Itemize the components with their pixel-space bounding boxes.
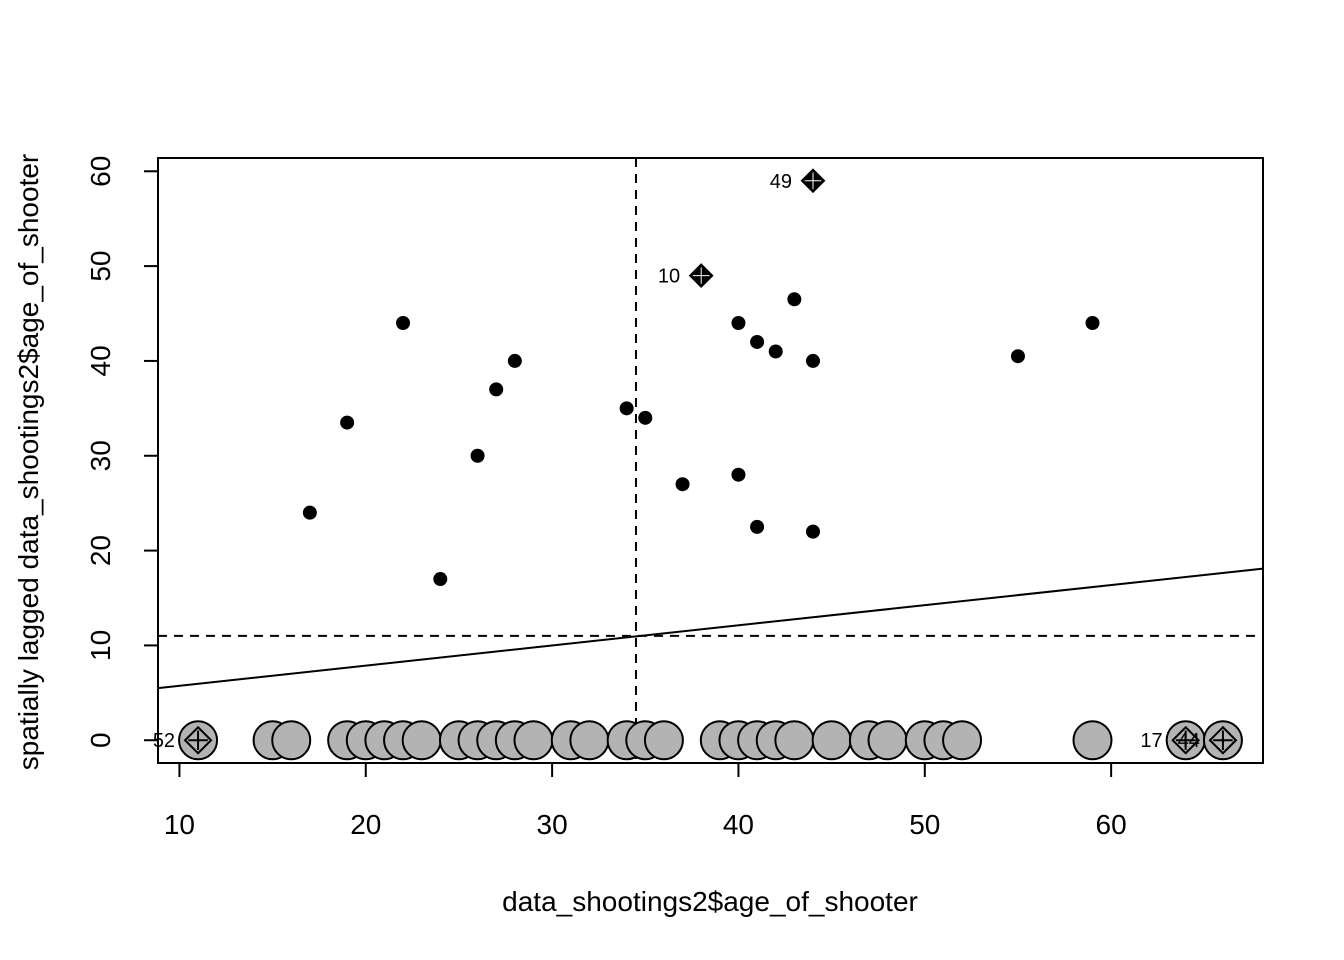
gray-point	[401, 720, 442, 761]
influence-point-label: 49	[770, 171, 792, 193]
x-tick-label: 50	[909, 809, 940, 840]
y-tick-label: 0	[85, 732, 116, 748]
y-tick-label: 50	[85, 251, 116, 282]
gray-point	[867, 720, 908, 761]
black-point	[507, 353, 522, 368]
black-point	[340, 415, 355, 430]
x-tick-label: 40	[723, 809, 754, 840]
black-point	[489, 382, 504, 397]
black-point	[302, 505, 317, 520]
black-point	[731, 316, 746, 330]
y-axis: 0 10 20 30 40 50 60	[85, 156, 159, 748]
gray-point	[811, 720, 852, 761]
black-points	[302, 292, 1100, 587]
black-point	[731, 467, 746, 482]
black-point	[768, 344, 783, 359]
y-tick-label: 40	[85, 345, 116, 376]
gray-point	[271, 720, 312, 761]
y-tick-label: 10	[85, 630, 116, 661]
black-point	[750, 519, 765, 534]
y-axis-label: spatially lagged data_shootings2$age_of_…	[13, 154, 44, 770]
black-point	[787, 292, 802, 307]
gray-point	[643, 720, 684, 761]
influence-point-label: 10	[658, 266, 680, 288]
black-point	[433, 572, 448, 587]
y-tick-label: 20	[85, 535, 116, 566]
x-tick-label: 20	[350, 809, 381, 840]
y-tick-label: 30	[85, 440, 116, 471]
influence-point-label: 17	[1140, 730, 1162, 752]
influence-diamond	[183, 725, 213, 755]
x-axis: 10 20 30 40 50 60	[164, 762, 1127, 840]
black-point	[675, 477, 690, 492]
black-point	[1010, 349, 1025, 364]
influence-diamond	[1171, 725, 1201, 755]
x-axis-label: data_shootings2$age_of_shooter	[502, 886, 918, 917]
gray-point	[942, 720, 983, 761]
zero-lag-points	[178, 720, 1243, 761]
reference-lines	[157, 158, 1264, 763]
influence-diamond	[1208, 725, 1238, 755]
regression-line	[157, 567, 1264, 690]
gray-point	[569, 720, 610, 761]
influence-point-label: 44	[1178, 730, 1200, 752]
black-point	[750, 334, 765, 349]
black-point	[805, 353, 820, 368]
black-point	[396, 316, 411, 330]
black-point	[1085, 316, 1100, 330]
y-tick-label: 60	[85, 156, 116, 187]
x-tick-label: 10	[164, 809, 195, 840]
black-point	[638, 410, 653, 425]
x-tick-label: 30	[537, 809, 568, 840]
black-point	[619, 401, 634, 416]
x-tick-label: 60	[1096, 809, 1127, 840]
gray-point	[774, 720, 815, 761]
black-point	[470, 448, 485, 463]
gray-point	[1072, 720, 1113, 761]
black-point	[805, 524, 820, 539]
gray-point	[513, 720, 554, 761]
